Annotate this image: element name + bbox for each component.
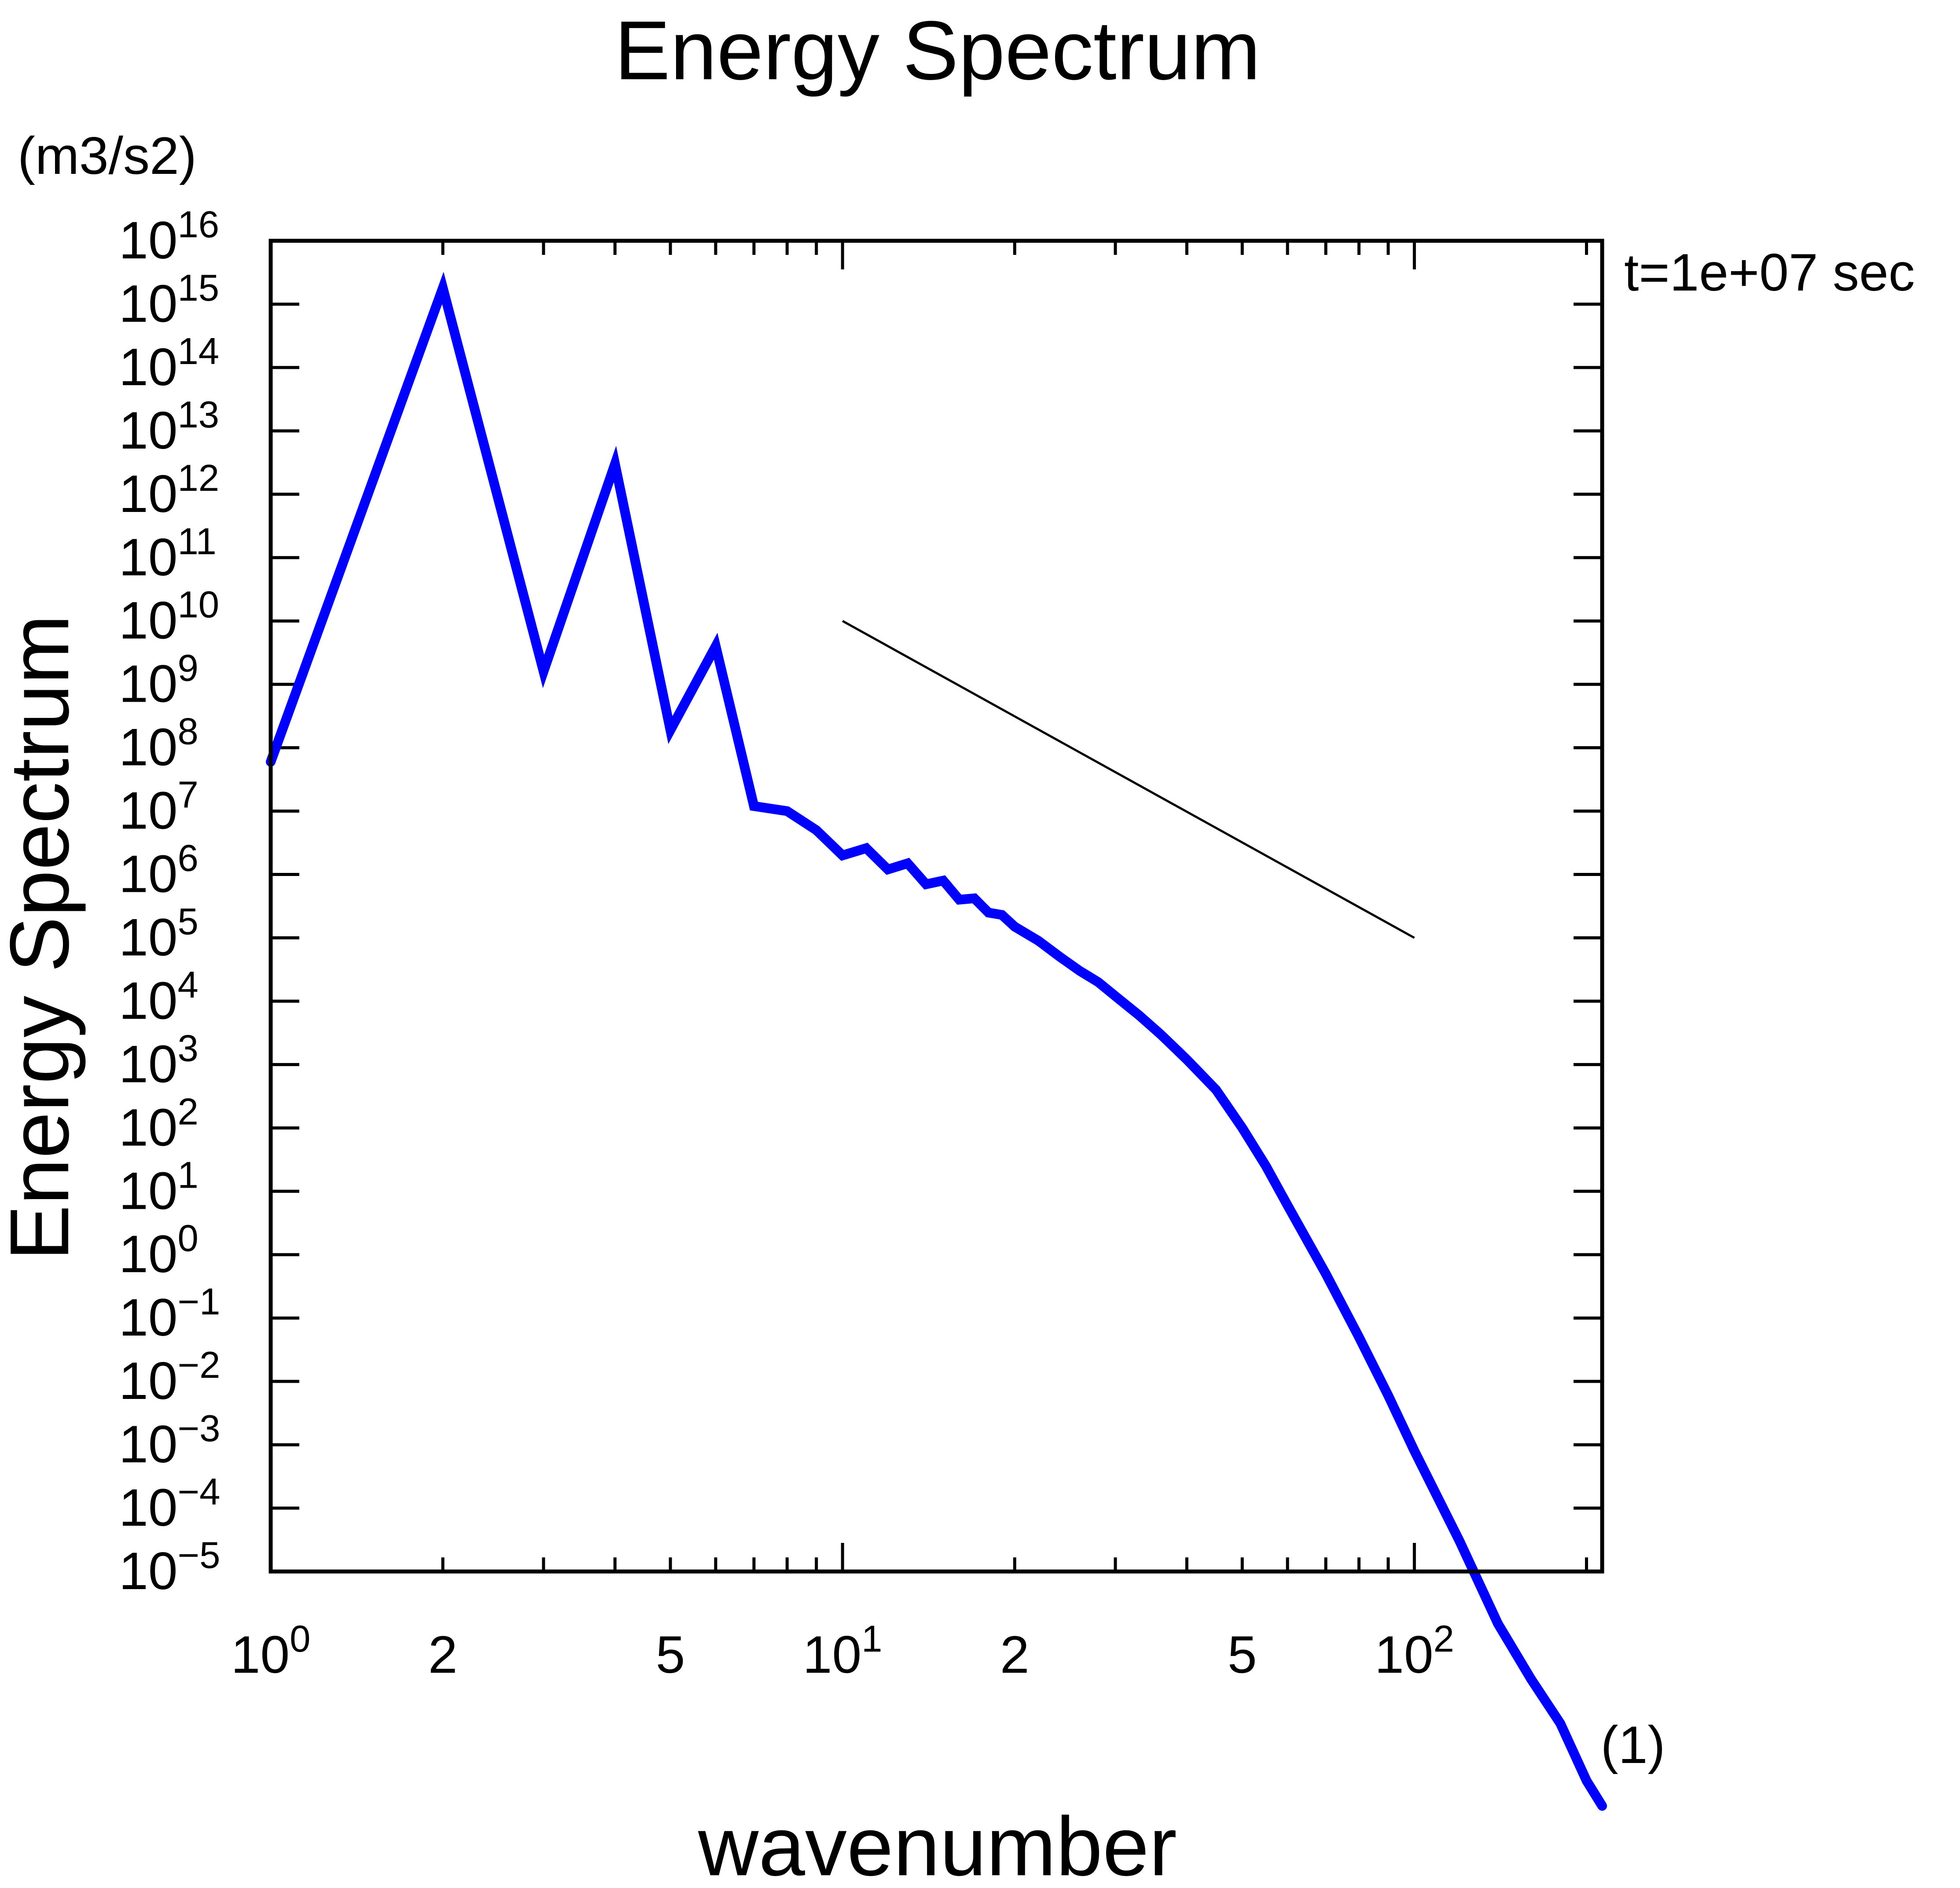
y-tick-label-base: 10 [119, 1225, 177, 1284]
x-tick-label: 2 [428, 1625, 458, 1684]
x-tick-label-exponent: 1 [861, 1618, 882, 1660]
y-tick-label-exponent: −2 [177, 1344, 220, 1386]
y-tick-label: 10−5 [119, 1535, 220, 1601]
y-tick-label-exponent: 8 [177, 711, 198, 753]
y-tick-label: 101 [119, 1154, 199, 1220]
y-tick-label-exponent: 4 [177, 964, 198, 1006]
y-tick-label-exponent: 7 [177, 774, 198, 816]
x-tick-label-base: 2 [1000, 1625, 1030, 1684]
y-tick-label-exponent: 14 [177, 331, 219, 372]
y-tick-label-base: 10 [119, 655, 177, 714]
y-axis-label: Energy Spectrum [0, 615, 86, 1261]
y-tick-label-base: 10 [119, 591, 177, 650]
x-units-label: (1) [1601, 1715, 1666, 1774]
y-tick-label: 109 [119, 648, 199, 714]
y-tick-label-exponent: 11 [177, 521, 216, 563]
y-tick-label-exponent: 1 [177, 1154, 198, 1196]
y-tick-label: 1016 [119, 204, 219, 270]
y-tick-label-exponent: −3 [177, 1408, 220, 1450]
chart-title: Energy Spectrum [614, 4, 1261, 97]
y-tick-label-exponent: 10 [177, 584, 219, 626]
y-tick-label: 100 [119, 1218, 199, 1284]
y-tick-label: 102 [119, 1091, 199, 1157]
y-tick-label-base: 10 [119, 781, 177, 840]
reference-slope-line [842, 620, 1415, 939]
data-series [266, 272, 1607, 1811]
y-tick-label: 104 [119, 964, 199, 1030]
y-tick-label-exponent: 5 [177, 901, 198, 942]
y-tick-label-base: 10 [119, 338, 177, 397]
x-tick-label-exponent: 2 [1433, 1618, 1454, 1660]
y-tick-label: 10−3 [119, 1408, 220, 1474]
x-tick-label-exponent: 0 [290, 1618, 310, 1660]
x-tick-label: 5 [656, 1625, 685, 1684]
y-tick-label-base: 10 [119, 1415, 177, 1474]
y-tick-label: 106 [119, 838, 199, 904]
y-tick-label: 105 [119, 901, 199, 967]
y-tick-label-base: 10 [119, 1478, 177, 1537]
y-tick-label-base: 10 [119, 401, 177, 460]
x-tick-label-base: 5 [656, 1625, 685, 1684]
y-tick-label-exponent: 12 [177, 457, 219, 499]
y-tick-label: 1011 [119, 521, 217, 587]
y-tick-label: 108 [119, 711, 199, 777]
x-tick-label-base: 10 [803, 1625, 861, 1684]
y-tick-label-base: 10 [119, 1034, 177, 1093]
y-tick-label: 10−1 [119, 1281, 220, 1347]
y-tick-label-exponent: 9 [177, 648, 198, 689]
x-axis-label: wavenumber [698, 1800, 1177, 1888]
y-tick-label: 1014 [119, 331, 219, 397]
y-tick-label: 1013 [119, 394, 219, 460]
x-tick-label-base: 10 [1375, 1625, 1433, 1684]
y-tick-label: 1010 [119, 584, 219, 650]
x-tick-label-base: 2 [428, 1625, 458, 1684]
y-tick-label: 10−2 [119, 1344, 220, 1410]
y-tick-label-exponent: −1 [177, 1281, 220, 1323]
y-tick-label-exponent: 2 [177, 1091, 198, 1133]
y-tick-label: 107 [119, 774, 199, 840]
y-tick-label-base: 10 [119, 1351, 177, 1410]
y-tick-label-exponent: 3 [177, 1027, 198, 1069]
y-tick-label-base: 10 [119, 718, 177, 777]
y-tick-label-base: 10 [119, 845, 177, 904]
y-tick-label-exponent: 6 [177, 838, 198, 880]
y-tick-label: 1015 [119, 267, 219, 333]
y-tick-label: 10−4 [119, 1471, 220, 1537]
tick-labels: 100 2 5 101 2 5 102101610151014101310121011101… [119, 204, 1454, 1684]
tick-marks [269, 239, 1602, 1573]
y-tick-label-base: 10 [119, 1098, 177, 1157]
y-units-label: (m3/s2) [18, 126, 197, 185]
y-tick-label-exponent: −4 [177, 1471, 220, 1513]
x-tick-label: 101 [803, 1618, 883, 1684]
y-tick-label-exponent: −5 [177, 1535, 220, 1576]
x-tick-label: 5 [1228, 1625, 1257, 1684]
y-tick-label-base: 10 [119, 1288, 177, 1347]
y-tick-label-base: 10 [119, 464, 177, 523]
y-tick-label-base: 10 [119, 274, 177, 333]
x-tick-label: 102 [1375, 1618, 1454, 1684]
x-tick-label: 2 [1000, 1625, 1030, 1684]
plot-frame [268, 239, 1604, 1574]
y-tick-label-exponent: 13 [177, 394, 219, 436]
y-tick-label-base: 10 [119, 1161, 177, 1220]
annotation-time: t=1e+07 sec [1624, 243, 1915, 302]
y-tick-label-exponent: 0 [177, 1218, 198, 1259]
x-tick-label: 100 [231, 1618, 311, 1684]
x-tick-label-base: 5 [1228, 1625, 1257, 1684]
y-tick-label-exponent: 15 [177, 267, 219, 309]
x-tick-label-base: 10 [231, 1625, 290, 1684]
y-tick-label-base: 10 [119, 211, 177, 270]
y-tick-label-base: 10 [119, 1542, 177, 1601]
y-tick-label: 103 [119, 1027, 199, 1093]
y-tick-label-exponent: 16 [177, 204, 219, 246]
y-tick-label-base: 10 [119, 971, 177, 1030]
y-tick-label-base: 10 [119, 528, 177, 587]
series-line-energy-spectrum [266, 272, 1607, 1811]
y-tick-label: 1012 [119, 457, 219, 523]
y-tick-label-base: 10 [119, 908, 177, 967]
